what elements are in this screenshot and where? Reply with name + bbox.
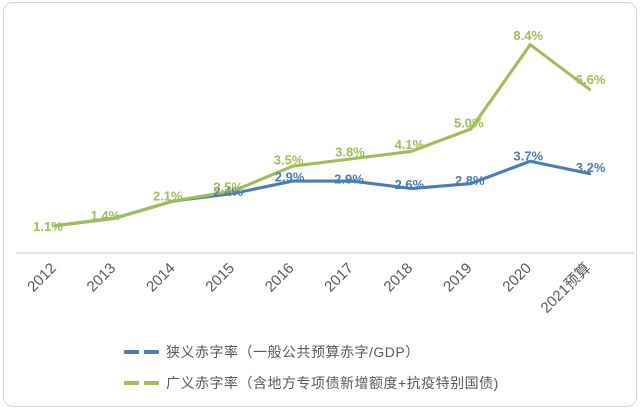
x-tick-label: 2014 bbox=[143, 260, 179, 296]
data-label: 3.2% bbox=[576, 160, 606, 175]
data-label: 3.7% bbox=[513, 149, 543, 164]
data-label: 2.8% bbox=[455, 173, 485, 188]
data-label: 5.0% bbox=[454, 116, 484, 131]
dashed-line-icon bbox=[124, 350, 159, 354]
x-tick-label: 2017 bbox=[321, 260, 357, 296]
data-label: 1.4% bbox=[91, 208, 121, 223]
chart-frame bbox=[3, 2, 637, 407]
data-label: 2.9% bbox=[334, 172, 364, 187]
data-label: 3.5% bbox=[274, 153, 304, 168]
x-tick-label: 2020 bbox=[499, 260, 535, 296]
data-label: 3.8% bbox=[335, 144, 365, 159]
legend: 狭义赤字率（一般公共预算赤字/GDP） 广义赤字率（含地方专项债新增额度+抗疫特… bbox=[124, 342, 499, 393]
data-label: 4.1% bbox=[395, 137, 425, 152]
series-line-1 bbox=[53, 43, 592, 228]
x-tick-label: 2021预算 bbox=[537, 259, 595, 317]
data-label: 2.1% bbox=[153, 188, 183, 203]
data-label: 6.6% bbox=[576, 72, 606, 87]
dashed-line-icon bbox=[124, 381, 159, 385]
data-label: 2.6% bbox=[395, 177, 425, 192]
data-label: 2.4% bbox=[213, 184, 243, 199]
data-label: 8.4% bbox=[513, 28, 543, 43]
data-label: 1.1% bbox=[33, 219, 63, 234]
legend-label-narrow-deficit: 狭义赤字率（一般公共预算赤字/GDP） bbox=[166, 344, 420, 360]
legend-item-narrow-deficit: 狭义赤字率（一般公共预算赤字/GDP） bbox=[124, 342, 499, 362]
x-tick-label: 2016 bbox=[262, 260, 298, 296]
x-tick-label: 2018 bbox=[381, 260, 417, 296]
x-tick-label: 2013 bbox=[84, 260, 120, 296]
x-tick-label: 2019 bbox=[440, 260, 476, 296]
legend-item-broad-deficit: 广义赤字率（含地方专项债新增额度+抗疫特别国债) bbox=[124, 373, 499, 393]
data-label: 2.5% bbox=[213, 180, 243, 195]
series-line-0 bbox=[53, 159, 592, 228]
legend-label-broad-deficit: 广义赤字率（含地方专项债新增额度+抗疫特别国债) bbox=[166, 375, 499, 391]
data-label: 2.9% bbox=[275, 170, 305, 185]
x-tick-label: 2012 bbox=[24, 260, 60, 296]
x-tick-label: 2015 bbox=[202, 260, 238, 296]
